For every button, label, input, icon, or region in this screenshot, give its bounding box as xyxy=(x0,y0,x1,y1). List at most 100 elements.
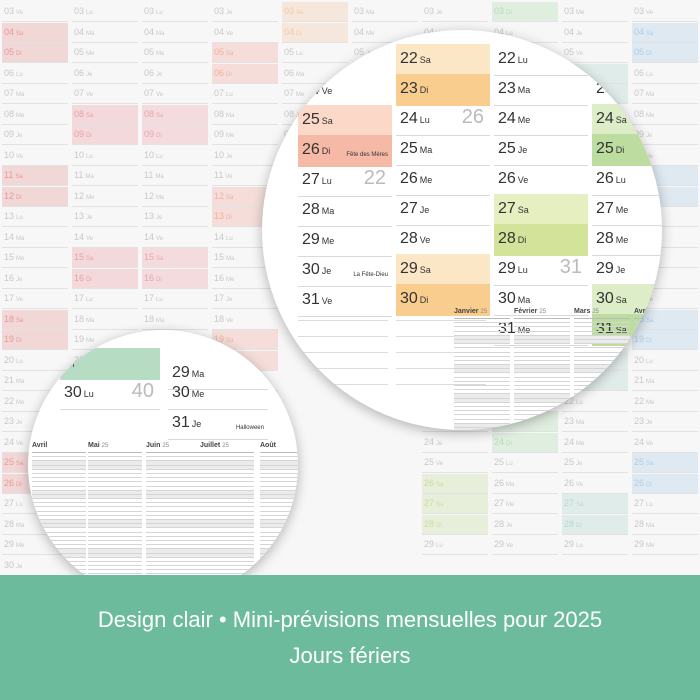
day-cell: 28 Me xyxy=(592,224,662,256)
day-cell: 29 Me xyxy=(298,225,392,257)
bg-day-abbr: Me xyxy=(16,256,25,262)
day-number: 24 Sa xyxy=(596,110,627,127)
mini-day-line xyxy=(454,382,510,386)
day-of-week: Di xyxy=(66,359,75,369)
day-cell: 23 Di xyxy=(396,74,490,106)
bg-day-number: 28 Di xyxy=(424,518,442,529)
mini-day-line xyxy=(574,403,630,407)
bg-day-number: 27 Lu xyxy=(634,498,653,508)
mini-day-line xyxy=(514,403,570,407)
mini-day-line xyxy=(260,494,298,500)
bg-day-number: 03 Ve xyxy=(634,6,654,16)
mini-day-line xyxy=(514,369,570,374)
bg-day-cell: 03 Ve xyxy=(632,2,698,22)
mini-day-line xyxy=(454,369,510,374)
mini-day-line xyxy=(88,474,142,479)
bg-day-cell: 07 Ma xyxy=(632,84,698,104)
bg-day-number: 24 Me xyxy=(564,436,585,447)
bg-day-abbr: Sa xyxy=(16,317,24,324)
day-of-week: Me xyxy=(517,115,531,125)
day-number: 26 Ve xyxy=(498,170,529,187)
mini-day-line xyxy=(454,394,510,399)
day-cell: Di xyxy=(60,348,160,380)
bg-day-cell: 28 Di xyxy=(562,514,628,535)
caption-banner: Design clair • Mini-prévisions mensuelle… xyxy=(0,575,700,700)
day-cell: 26 Di Fête des Mères xyxy=(298,135,392,167)
mini-day-line xyxy=(146,482,200,487)
mini-day-line xyxy=(514,339,570,345)
bg-day-abbr: Ve xyxy=(436,461,444,467)
bg-day-abbr: Je xyxy=(16,563,23,570)
bg-day-cell: 08 Sa xyxy=(142,104,208,125)
mini-day-line xyxy=(454,427,510,430)
bg-day-cell: 09 Di xyxy=(142,125,208,145)
mini-day-line xyxy=(574,369,630,374)
mini-day-line xyxy=(574,319,630,324)
bg-day-cell: 08 Sa xyxy=(72,104,138,125)
bg-day-cell: 04 Di xyxy=(282,22,348,43)
mini-day-line xyxy=(32,562,86,567)
bg-day-abbr: Di xyxy=(16,51,22,57)
bg-day-abbr: Me xyxy=(16,543,25,549)
mini-day-line xyxy=(574,365,630,370)
bg-day-abbr: Ma xyxy=(646,92,655,98)
bg-day-number: 27 Me xyxy=(494,498,515,508)
bg-day-abbr: Me xyxy=(156,51,165,57)
day-of-week: Ma xyxy=(517,85,531,95)
bg-day-cell: 26 Sa xyxy=(422,473,488,494)
bg-day-abbr: Di xyxy=(16,194,22,201)
mini-day-line xyxy=(634,398,662,403)
day-number: 26 Lu xyxy=(596,170,626,187)
bg-day-cell: 04 Sa xyxy=(2,22,68,43)
bg-day-abbr: Lu xyxy=(86,10,93,16)
mini-day-line xyxy=(260,478,298,483)
day-of-week: Ma xyxy=(517,295,531,305)
mini-day-line xyxy=(88,566,142,571)
day-of-week: Je xyxy=(191,419,202,429)
mini-day-line xyxy=(454,411,510,416)
mini-day-line xyxy=(260,490,298,495)
mini-day-line xyxy=(574,420,630,424)
mini-day-line xyxy=(200,549,254,554)
mini-day-line xyxy=(200,494,254,500)
mini-day-line xyxy=(514,423,570,428)
bg-day-abbr: Sa xyxy=(226,51,234,57)
day-number: 27 Lu xyxy=(302,171,332,188)
mini-day-line xyxy=(32,545,86,550)
bg-day-number: 05 Ve xyxy=(564,47,584,57)
bg-day-cell: 26 Ve xyxy=(562,474,628,494)
bg-day-abbr: Me xyxy=(646,543,655,549)
mini-day-line xyxy=(574,415,630,420)
day-cell: 31 Me xyxy=(494,314,588,346)
bg-day-number: 08 Sa xyxy=(74,108,94,119)
bg-day-cell: 05 Di xyxy=(2,43,68,63)
mini-day-line xyxy=(146,553,200,558)
bg-day-abbr: Ma xyxy=(296,71,305,78)
bg-day-cell: 03 Je xyxy=(212,2,278,22)
day-number: 24 Ve xyxy=(302,81,333,98)
bg-day-abbr: Di xyxy=(506,440,512,447)
mini-month-title: Juin 25 xyxy=(146,442,200,453)
bg-day-number: 03 Ma xyxy=(354,6,375,16)
bg-day-abbr: Ma xyxy=(86,30,95,37)
day-of-week: Di xyxy=(321,146,331,156)
mini-day-line xyxy=(514,361,570,366)
mini-day-line xyxy=(260,482,298,487)
mini-day-line xyxy=(514,398,570,403)
notes-line xyxy=(298,384,388,385)
mini-day-line xyxy=(146,541,200,546)
bg-day-number: 04 Je xyxy=(564,26,583,37)
mini-day-line xyxy=(634,332,662,336)
bg-day-abbr: Di xyxy=(16,338,22,344)
bg-day-cell: 27 Sa xyxy=(422,494,488,514)
